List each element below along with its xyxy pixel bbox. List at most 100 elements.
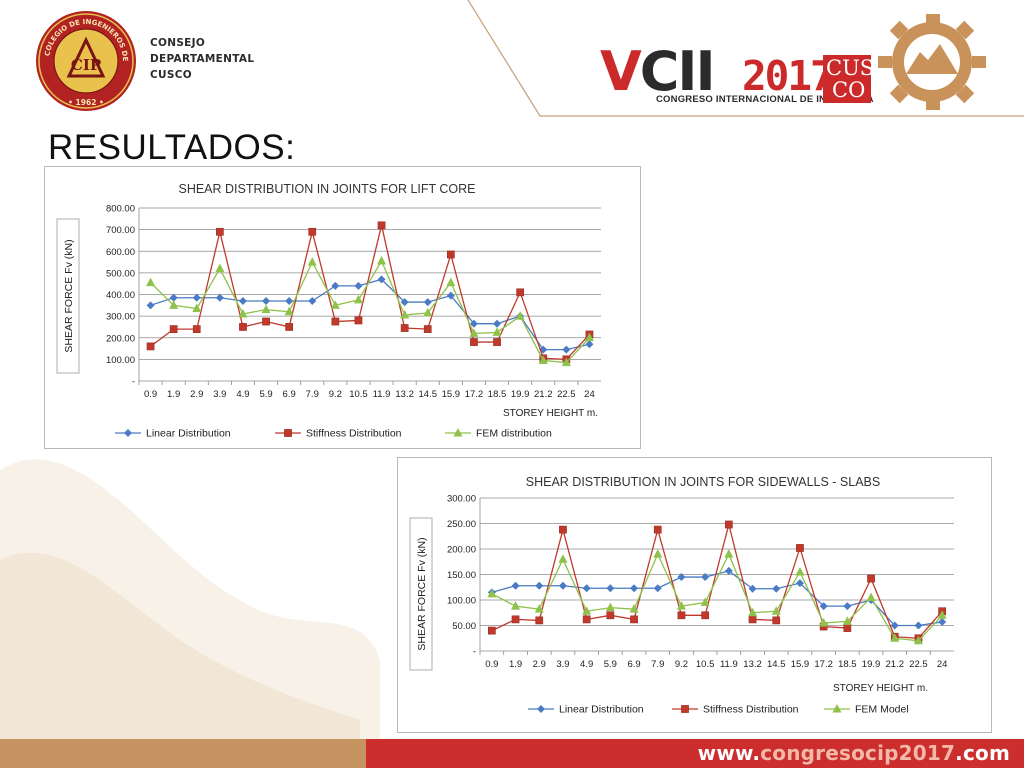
data-point xyxy=(215,263,225,273)
data-point xyxy=(819,617,829,627)
chart-lift-core: SHEAR DISTRIBUTION IN JOINTS FOR LIFT CO… xyxy=(44,166,641,449)
legend-entry: FEM distribution xyxy=(445,428,552,440)
data-point xyxy=(866,592,876,601)
data-point xyxy=(630,615,638,624)
data-point xyxy=(772,616,781,625)
data-point xyxy=(842,616,852,625)
data-point xyxy=(470,338,478,346)
data-point xyxy=(146,301,155,310)
data-point xyxy=(307,257,317,266)
data-point xyxy=(725,520,733,529)
legend-label: FEM Model xyxy=(855,704,909,716)
series-2 xyxy=(146,221,594,364)
legend-marker xyxy=(124,429,132,437)
data-point xyxy=(890,621,899,630)
legend-marker xyxy=(832,704,842,713)
data-point xyxy=(447,250,455,259)
series-2 xyxy=(488,520,946,643)
legend-entry: Stiffness Distribution xyxy=(275,428,402,440)
gear-mountain-icon xyxy=(878,14,986,110)
y-tick-label: 100.00 xyxy=(447,596,476,607)
data-point xyxy=(377,221,386,230)
footer-url-highlight: congresocip2017 xyxy=(760,741,956,765)
org-line: CUSCO xyxy=(150,69,192,81)
data-point xyxy=(700,597,710,607)
data-point xyxy=(748,607,758,617)
x-tick-label: 19.9 xyxy=(511,389,530,400)
data-point xyxy=(843,602,852,611)
series-line xyxy=(150,225,590,361)
page-title: RESULTADOS: xyxy=(48,128,296,167)
y-tick-label: 800.00 xyxy=(106,204,135,215)
data-point xyxy=(146,342,155,351)
x-tick-label: 10.5 xyxy=(349,389,368,400)
legend-marker xyxy=(681,705,689,713)
data-point xyxy=(238,308,248,318)
data-point xyxy=(261,304,271,314)
data-point xyxy=(582,615,591,624)
data-point xyxy=(262,296,271,305)
data-point xyxy=(354,281,363,290)
x-tick-label: 13.2 xyxy=(743,659,762,670)
data-point xyxy=(559,525,567,534)
footer-url[interactable]: www.congresocip2017.com xyxy=(698,741,1010,765)
chart-sidewalls-slabs-svg: SHEAR DISTRIBUTION IN JOINTS FOR SIDEWAL… xyxy=(409,475,954,716)
data-point xyxy=(748,615,757,624)
x-tick-label: 5.9 xyxy=(604,659,617,670)
data-point xyxy=(890,633,900,642)
data-point xyxy=(724,566,733,575)
data-point xyxy=(308,227,317,236)
x-tick-label: 6.9 xyxy=(627,659,640,670)
x-tick-label: 13.2 xyxy=(395,389,414,400)
logo-year: • 1962 • xyxy=(68,98,104,107)
data-point xyxy=(239,323,247,331)
data-point xyxy=(538,355,548,364)
data-point xyxy=(914,621,923,630)
chart-lift-core-svg: SHEAR DISTRIBUTION IN JOINTS FOR LIFT CO… xyxy=(56,182,601,440)
data-point xyxy=(377,255,387,265)
data-point xyxy=(493,338,501,346)
data-point xyxy=(400,298,409,307)
data-point xyxy=(216,227,224,236)
x-tick-label: 5.9 xyxy=(259,389,272,400)
data-point xyxy=(493,319,502,328)
series-line xyxy=(491,552,943,642)
cusco-bottom: CO xyxy=(832,78,866,102)
data-point xyxy=(487,588,497,598)
series-line xyxy=(491,524,943,639)
data-point xyxy=(913,635,923,645)
x-tick-label: 18.5 xyxy=(488,389,507,400)
data-point xyxy=(146,277,156,287)
footer-right-band: www.congresocip2017.com xyxy=(366,739,1024,768)
y-axis-label: SHEAR FORCE Fv (kN) xyxy=(63,239,75,352)
y-tick-label: 300.00 xyxy=(106,312,135,323)
data-point xyxy=(772,584,781,593)
legend-entry: Linear Distribution xyxy=(115,428,231,440)
y-tick-label: 100.00 xyxy=(106,355,135,366)
chart-title: SHEAR DISTRIBUTION IN JOINTS FOR SIDEWAL… xyxy=(526,475,880,489)
data-point xyxy=(606,584,615,593)
x-tick-label: 6.9 xyxy=(283,389,296,400)
data-point xyxy=(238,296,247,305)
series-line xyxy=(150,259,590,364)
data-point xyxy=(771,606,781,615)
data-point xyxy=(701,573,710,582)
x-tick-label: 7.9 xyxy=(306,389,319,400)
data-point xyxy=(582,584,591,593)
data-point xyxy=(285,323,294,331)
data-point xyxy=(488,626,496,635)
data-point xyxy=(331,281,340,290)
data-point xyxy=(354,316,363,325)
data-point xyxy=(585,340,594,349)
series-1 xyxy=(146,275,594,354)
data-point xyxy=(511,615,520,624)
x-tick-label: 10.5 xyxy=(696,659,715,670)
legend-entry: Stiffness Distribution xyxy=(672,704,799,716)
chart-title: SHEAR DISTRIBUTION IN JOINTS FOR LIFT CO… xyxy=(178,182,475,196)
data-point xyxy=(676,601,686,610)
data-point xyxy=(535,581,544,590)
legend-label: FEM distribution xyxy=(476,428,552,440)
data-point xyxy=(653,525,662,534)
data-point xyxy=(605,602,615,612)
data-point xyxy=(515,311,525,320)
